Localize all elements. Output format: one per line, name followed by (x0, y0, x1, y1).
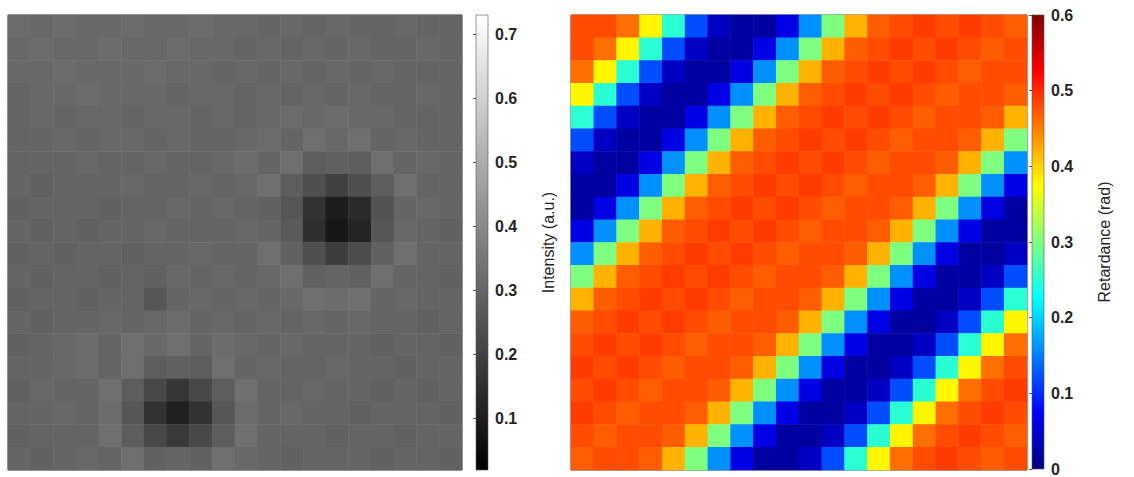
svg-text:0.4: 0.4 (495, 218, 517, 235)
svg-text:0: 0 (1051, 461, 1060, 477)
svg-text:0.6: 0.6 (495, 90, 517, 107)
svg-text:0.7: 0.7 (495, 26, 517, 43)
svg-text:0.1: 0.1 (1051, 385, 1073, 402)
svg-text:0.5: 0.5 (1051, 82, 1073, 99)
svg-text:Retardance (rad): Retardance (rad) (1096, 182, 1113, 303)
svg-text:0.4: 0.4 (1051, 158, 1073, 175)
svg-text:0.3: 0.3 (495, 282, 517, 299)
svg-text:0.3: 0.3 (1051, 234, 1073, 251)
svg-text:0.2: 0.2 (1051, 309, 1073, 326)
svg-text:0.5: 0.5 (495, 154, 517, 171)
svg-text:0.6: 0.6 (1051, 7, 1073, 24)
svg-text:0.2: 0.2 (495, 346, 517, 363)
svg-text:0.1: 0.1 (495, 410, 517, 427)
svg-text:Intensity (a.u.): Intensity (a.u.) (540, 192, 557, 293)
